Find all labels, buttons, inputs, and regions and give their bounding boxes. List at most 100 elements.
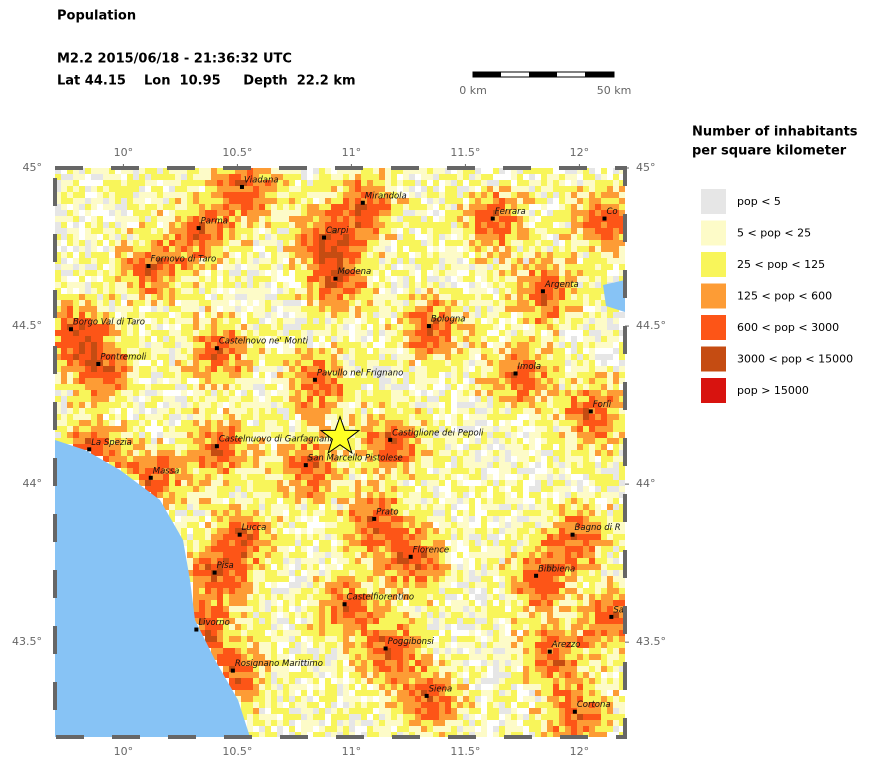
pop-cell xyxy=(145,240,151,246)
pop-cell xyxy=(223,312,229,318)
scale-seg xyxy=(529,72,557,77)
pop-cell xyxy=(247,408,253,414)
pop-cell xyxy=(331,378,337,384)
pop-cell xyxy=(157,456,163,462)
pop-cell xyxy=(553,474,559,480)
pop-cell xyxy=(331,468,337,474)
pop-cell xyxy=(133,264,139,270)
pop-cell xyxy=(421,264,427,270)
pop-cell xyxy=(499,348,505,354)
pop-cell xyxy=(475,192,481,198)
pop-cell xyxy=(475,486,481,492)
pop-cell xyxy=(55,390,61,396)
pop-cell xyxy=(247,516,253,522)
pop-cell xyxy=(577,420,583,426)
pop-cell xyxy=(439,360,445,366)
pop-cell xyxy=(55,420,61,426)
pop-cell xyxy=(475,228,481,234)
pop-cell xyxy=(367,354,373,360)
pop-cell xyxy=(85,408,91,414)
pop-cell xyxy=(517,240,523,246)
pop-cell xyxy=(91,420,97,426)
pop-cell xyxy=(235,438,241,444)
pop-cell xyxy=(235,240,241,246)
pop-cell xyxy=(169,222,175,228)
pop-cell xyxy=(577,384,583,390)
pop-cell xyxy=(517,174,523,180)
pop-cell xyxy=(61,198,67,204)
pop-cell xyxy=(493,486,499,492)
pop-cell xyxy=(619,426,625,432)
pop-cell xyxy=(307,210,313,216)
pop-cell xyxy=(127,318,133,324)
pop-cell xyxy=(361,486,367,492)
pop-cell xyxy=(481,468,487,474)
pop-cell xyxy=(583,486,589,492)
pop-cell xyxy=(385,324,391,330)
pop-cell xyxy=(55,414,61,420)
pop-cell xyxy=(211,318,217,324)
pop-cell xyxy=(565,384,571,390)
pop-cell xyxy=(139,186,145,192)
pop-cell xyxy=(463,222,469,228)
pop-cell xyxy=(409,282,415,288)
pop-cell xyxy=(313,390,319,396)
pop-cell xyxy=(355,174,361,180)
pop-cell xyxy=(199,336,205,342)
pop-cell xyxy=(379,462,385,468)
pop-cell xyxy=(511,390,517,396)
pop-cell xyxy=(337,330,343,336)
pop-cell xyxy=(571,288,577,294)
pop-cell xyxy=(523,510,529,516)
pop-cell xyxy=(373,204,379,210)
pop-cell xyxy=(355,168,361,174)
pop-cell xyxy=(445,186,451,192)
pop-cell xyxy=(151,450,157,456)
pop-cell xyxy=(313,174,319,180)
pop-cell xyxy=(139,282,145,288)
pop-cell xyxy=(265,474,271,480)
pop-cell xyxy=(433,426,439,432)
pop-cell xyxy=(301,246,307,252)
pop-cell xyxy=(583,462,589,468)
pop-cell xyxy=(181,240,187,246)
pop-cell xyxy=(451,318,457,324)
pop-cell xyxy=(253,444,259,450)
pop-cell xyxy=(217,216,223,222)
pop-cell xyxy=(79,174,85,180)
pop-cell xyxy=(169,474,175,480)
pop-cell xyxy=(85,354,91,360)
pop-cell xyxy=(433,402,439,408)
pop-cell xyxy=(475,240,481,246)
pop-cell xyxy=(241,372,247,378)
pop-cell xyxy=(73,402,79,408)
pop-cell xyxy=(547,198,553,204)
pop-cell xyxy=(181,498,187,504)
pop-cell xyxy=(493,192,499,198)
pop-cell xyxy=(505,222,511,228)
pop-cell xyxy=(349,498,355,504)
pop-cell xyxy=(433,228,439,234)
pop-cell xyxy=(397,330,403,336)
pop-cell xyxy=(187,234,193,240)
pop-cell xyxy=(115,384,121,390)
pop-cell xyxy=(487,426,493,432)
pop-cell xyxy=(427,402,433,408)
pop-cell xyxy=(535,210,541,216)
pop-cell xyxy=(343,240,349,246)
pop-cell xyxy=(463,492,469,498)
pop-cell xyxy=(85,414,91,420)
pop-cell xyxy=(55,210,61,216)
pop-cell xyxy=(319,198,325,204)
pop-cell xyxy=(307,276,313,282)
pop-cell xyxy=(427,318,433,324)
pop-cell xyxy=(433,306,439,312)
pop-cell xyxy=(553,288,559,294)
pop-cell xyxy=(505,396,511,402)
pop-cell xyxy=(241,408,247,414)
pop-cell xyxy=(331,258,337,264)
pop-cell xyxy=(415,384,421,390)
pop-cell xyxy=(139,276,145,282)
pop-cell xyxy=(367,342,373,348)
pop-cell xyxy=(583,198,589,204)
